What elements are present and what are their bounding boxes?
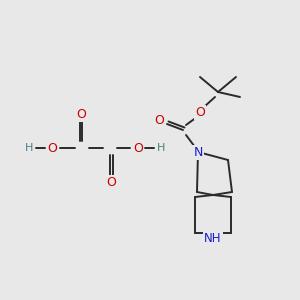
Text: O: O — [133, 142, 143, 154]
Text: O: O — [106, 176, 116, 188]
Text: N: N — [193, 146, 203, 158]
Text: O: O — [76, 107, 86, 121]
Text: O: O — [154, 113, 164, 127]
Text: NH: NH — [204, 232, 222, 245]
Text: O: O — [47, 142, 57, 154]
Text: H: H — [157, 143, 165, 153]
Text: O: O — [195, 106, 205, 118]
Text: H: H — [25, 143, 33, 153]
